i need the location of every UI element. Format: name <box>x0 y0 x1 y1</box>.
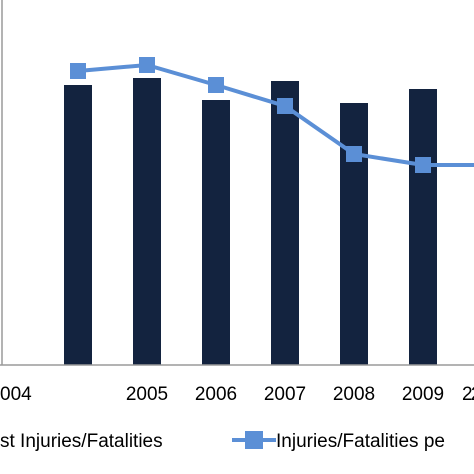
line-point-2009 <box>415 157 431 173</box>
legend-label-line-series: Injuries/Fatalities pe <box>276 431 445 452</box>
legend: st Injuries/Fatalities Injuries/Fataliti… <box>0 431 445 452</box>
bars-layer <box>64 78 437 365</box>
bar-2009 <box>409 89 437 365</box>
line-series-path <box>77 62 474 167</box>
x-tick-label: 2009 <box>402 384 444 405</box>
bar-2008 <box>340 103 368 365</box>
line-layer <box>70 57 474 173</box>
x-tick-label: 2007 <box>264 384 306 405</box>
bar-2006 <box>202 100 230 365</box>
x-tick-label: 2008 <box>333 384 375 405</box>
line-point-2005 <box>139 57 155 73</box>
bar-2007 <box>271 81 299 365</box>
line-point-2006 <box>208 77 224 93</box>
legend-line-marker <box>245 431 263 449</box>
x-tick-label: 2006 <box>195 384 237 405</box>
line-point-2008 <box>346 146 362 162</box>
line-point-2007 <box>277 98 293 114</box>
x-tick-label: 2005 <box>126 384 168 405</box>
x-tick-label: 2 <box>462 384 473 405</box>
line-point-2004 <box>70 63 86 79</box>
bar-2005 <box>133 78 161 365</box>
bar-2004 <box>64 85 92 365</box>
legend-label-bar-series: st Injuries/Fatalities <box>0 431 163 452</box>
x-tick-label: 2010 <box>471 384 474 405</box>
axis-layer <box>0 0 474 366</box>
x-tick-label: 004 <box>0 384 32 405</box>
x-tick-labels: 004 2005 2006 2007 2008 2009 20102 <box>0 384 474 405</box>
